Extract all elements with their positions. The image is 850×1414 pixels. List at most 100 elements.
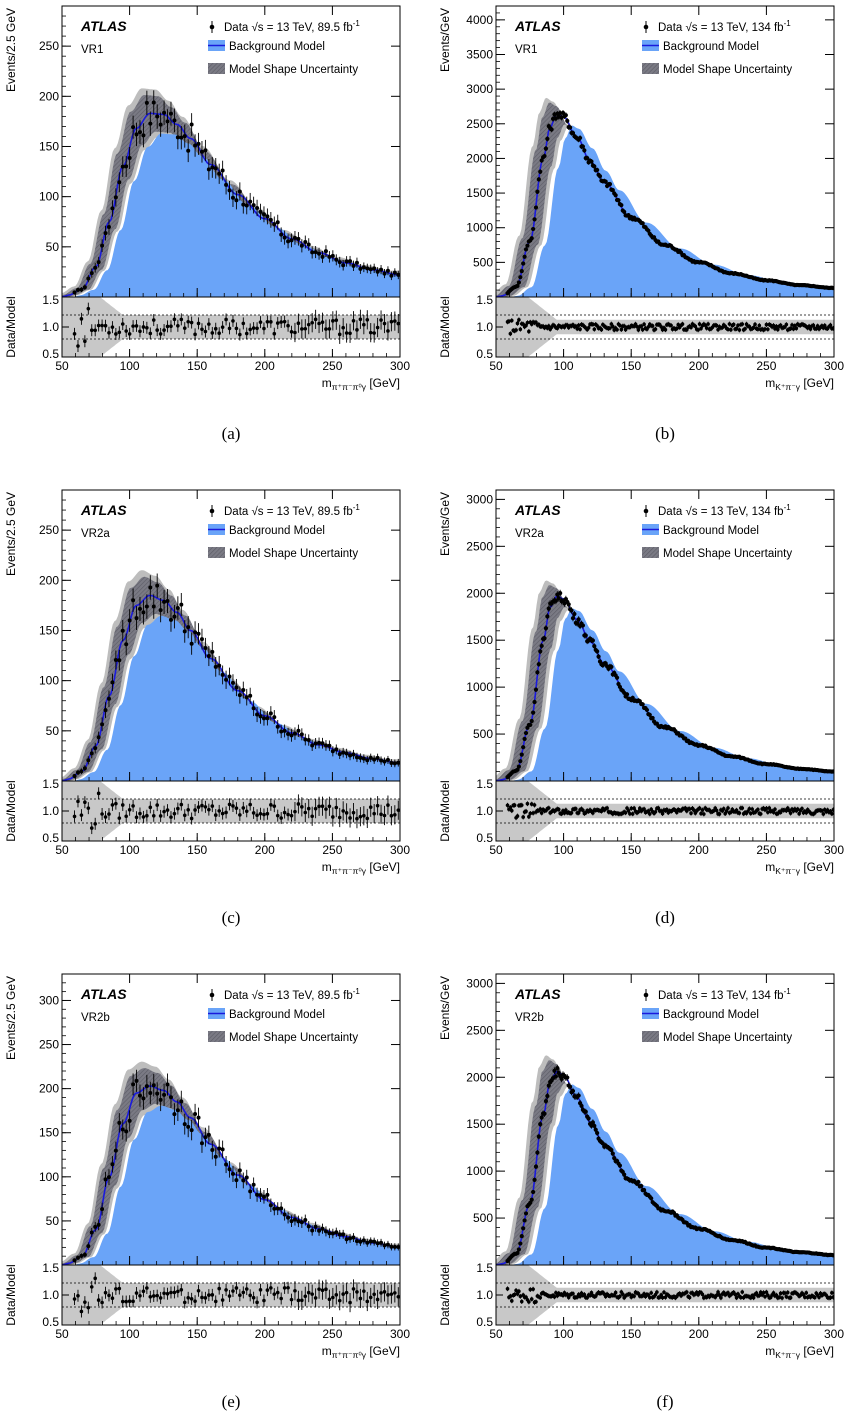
legend-unc-swatch: [208, 63, 225, 74]
data-point: [385, 757, 390, 762]
background-model-fill: [62, 1105, 400, 1265]
data-point: [137, 1093, 142, 1098]
ratio-point: [207, 322, 211, 326]
ratio-point: [155, 1293, 159, 1298]
data-point: [310, 743, 315, 748]
ratio-y-tick-label: 1.5: [476, 777, 493, 791]
atlas-label: ATLAS: [514, 986, 561, 1002]
data-point: [546, 606, 551, 611]
ratio-y-tick-label: 1.0: [476, 320, 493, 334]
data-point: [79, 769, 84, 774]
data-point: [536, 1134, 541, 1139]
region-label: VR2b: [515, 1012, 544, 1024]
ratio-point: [355, 328, 359, 332]
data-point: [575, 621, 580, 626]
data-point: [172, 118, 177, 123]
data-point: [268, 1203, 273, 1208]
data-point: [320, 254, 325, 259]
ratio-point: [83, 1300, 87, 1304]
data-point: [272, 1206, 277, 1211]
ratio-point: [275, 321, 280, 325]
ratio-point: [293, 809, 297, 814]
ratio-point: [628, 1292, 632, 1296]
ratio-point: [337, 815, 342, 820]
ratio-point: [564, 808, 568, 812]
data-point: [532, 1177, 537, 1182]
data-point: [616, 198, 621, 203]
ratio-uncertainty-band: [62, 781, 400, 841]
data-point: [351, 752, 356, 757]
ratio-point: [207, 1293, 211, 1297]
data-point: [609, 664, 614, 669]
ratio-point: [131, 804, 135, 808]
x-tick-label: 50: [489, 1327, 503, 1341]
data-point: [533, 687, 539, 692]
y-tick-label: 200: [39, 573, 59, 587]
ratio-point: [704, 326, 709, 330]
data-point: [199, 637, 204, 642]
ratio-point: [196, 1289, 201, 1293]
data-point: [86, 1244, 91, 1249]
data-point: [576, 1093, 581, 1098]
data-point: [531, 710, 536, 715]
legend-data-marker: [643, 24, 649, 30]
data-point: [365, 758, 370, 763]
ratio-point: [158, 814, 163, 818]
data-point: [182, 629, 187, 634]
ratio-point: [756, 807, 760, 812]
data-point: [268, 217, 273, 222]
legend: Data √s = 13 TeV, 134 fb-1 Background Mod…: [642, 19, 792, 76]
x-tick-label: 100: [554, 1327, 574, 1341]
chart-panel-b: 500 1000 1500 2000 2500 3000 3500 4000 Events/Ge…: [438, 5, 844, 443]
data-point: [556, 596, 561, 601]
data-point: [258, 209, 263, 214]
chart-panel-a: 50 100 150 200 250 Events/2.5 GeV ATLAS VR1 Data…: [4, 5, 410, 443]
ratio-point: [145, 813, 149, 818]
data-point: [196, 1115, 201, 1120]
ratio-point: [186, 1296, 190, 1300]
ratio-point: [534, 1299, 538, 1304]
ratio-point: [238, 332, 242, 337]
y-axis-label: Events/2.5 GeV: [4, 8, 18, 92]
x-tick-label: 100: [554, 359, 574, 373]
data-point: [351, 263, 356, 268]
data-point: [89, 751, 94, 756]
data-point: [348, 259, 353, 264]
ratio-point: [327, 804, 332, 809]
ratio-point: [724, 809, 729, 813]
data-point: [96, 735, 101, 740]
y-tick-label: 4000: [466, 13, 493, 27]
x-tick-label: 150: [621, 1327, 641, 1341]
ratio-point: [552, 1295, 557, 1299]
data-point: [392, 761, 397, 766]
ratio-point: [581, 808, 585, 813]
ratio-point: [100, 323, 104, 328]
ratio-point: [509, 808, 514, 813]
ratio-point: [238, 1293, 242, 1298]
ratio-point: [649, 1291, 654, 1295]
ratio-point: [807, 324, 811, 329]
data-point: [535, 1150, 540, 1155]
ratio-point: [794, 326, 799, 331]
data-point: [529, 718, 534, 724]
data-point: [213, 1154, 218, 1159]
ratio-point: [158, 1296, 163, 1300]
ratio-point: [203, 329, 208, 334]
data-point: [306, 738, 311, 743]
data-point: [396, 1244, 400, 1249]
legend-bkg-label: Background Model: [229, 525, 325, 537]
ratio-point: [107, 1293, 111, 1298]
ratio-point: [636, 328, 641, 332]
data-point: [113, 195, 118, 200]
data-point: [313, 250, 318, 255]
ratio-point: [665, 807, 669, 812]
data-point: [344, 259, 349, 264]
y-tick-label: 2500: [466, 117, 493, 131]
ratio-point: [241, 806, 246, 810]
data-point: [361, 756, 366, 761]
ratio-point: [220, 1298, 225, 1302]
ratio-point: [675, 810, 679, 815]
ratio-point: [778, 323, 783, 328]
x-tick-label: 300: [390, 1327, 410, 1341]
ratio-point: [518, 327, 523, 332]
